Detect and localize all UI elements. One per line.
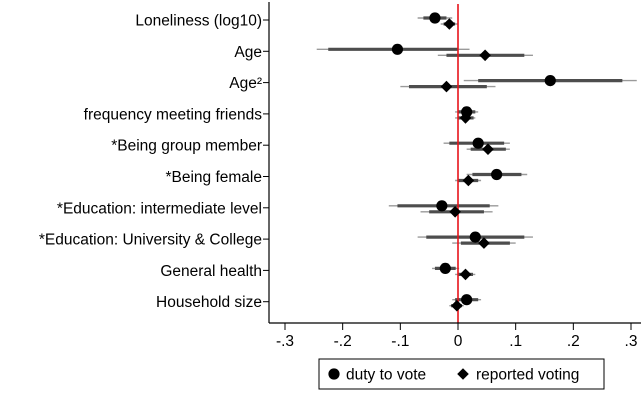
- axes: -.3 -.2 -.1 0 .1 .2 .3: [263, 2, 641, 350]
- reported-voting-point: [482, 143, 494, 155]
- legend: duty to vote reported voting: [318, 358, 605, 390]
- reported-voting-point: [478, 237, 490, 249]
- ci90-bars: [328, 16, 623, 308]
- legend-label-duty-to-vote: duty to vote: [346, 367, 426, 384]
- x-tick-label: .2: [567, 333, 580, 350]
- ci95-bars: [316, 17, 637, 307]
- reported-voting-point: [449, 206, 461, 218]
- duty-to-vote-point: [491, 168, 503, 181]
- duty-to-vote-point: [436, 200, 448, 212]
- category-label: frequency meeting friends: [84, 106, 263, 123]
- category-label: Age²: [229, 75, 262, 92]
- x-tick-label: .3: [625, 333, 638, 350]
- reported-voting-point: [451, 299, 463, 312]
- reported-voting-point: [462, 174, 475, 187]
- category-label: *Education: intermediate level: [57, 200, 262, 217]
- category-label: *Being female: [165, 169, 262, 186]
- duty-to-vote-point: [544, 75, 556, 87]
- duty-to-vote-point: [469, 231, 481, 243]
- reported-voting-point: [459, 112, 472, 124]
- x-tick-label: .1: [509, 333, 522, 350]
- legend-marker-reported-voting: [457, 368, 469, 380]
- x-tick-label: -.1: [391, 333, 409, 350]
- duty-to-vote-point: [439, 262, 451, 274]
- x-tick-label: -.3: [276, 333, 294, 350]
- duty-to-vote-point: [429, 12, 441, 24]
- duty-to-vote-point: [391, 43, 404, 55]
- reported-voting-point: [459, 268, 472, 281]
- category-label: General health: [160, 263, 262, 280]
- category-label: Loneliness (log10): [135, 13, 262, 30]
- category-labels: Loneliness (log10) Age Age² frequency meeti…: [39, 13, 262, 312]
- legend-label-reported-voting: reported voting: [476, 367, 579, 384]
- reported-voting-point: [443, 18, 456, 30]
- reported-voting-point: [479, 49, 491, 62]
- point-markers: [391, 12, 556, 312]
- duty-to-vote-point: [461, 294, 473, 306]
- legend-marker-duty-to-vote: [328, 368, 340, 380]
- category-label: *Education: University & College: [39, 232, 262, 249]
- duty-to-vote-point: [472, 137, 484, 149]
- x-tick-label: 0: [454, 333, 463, 350]
- category-label: Household size: [156, 294, 262, 311]
- reported-voting-point: [440, 80, 453, 93]
- category-label: Age: [234, 44, 262, 61]
- x-tick-label: -.2: [334, 333, 352, 350]
- category-label: *Being group member: [111, 138, 262, 155]
